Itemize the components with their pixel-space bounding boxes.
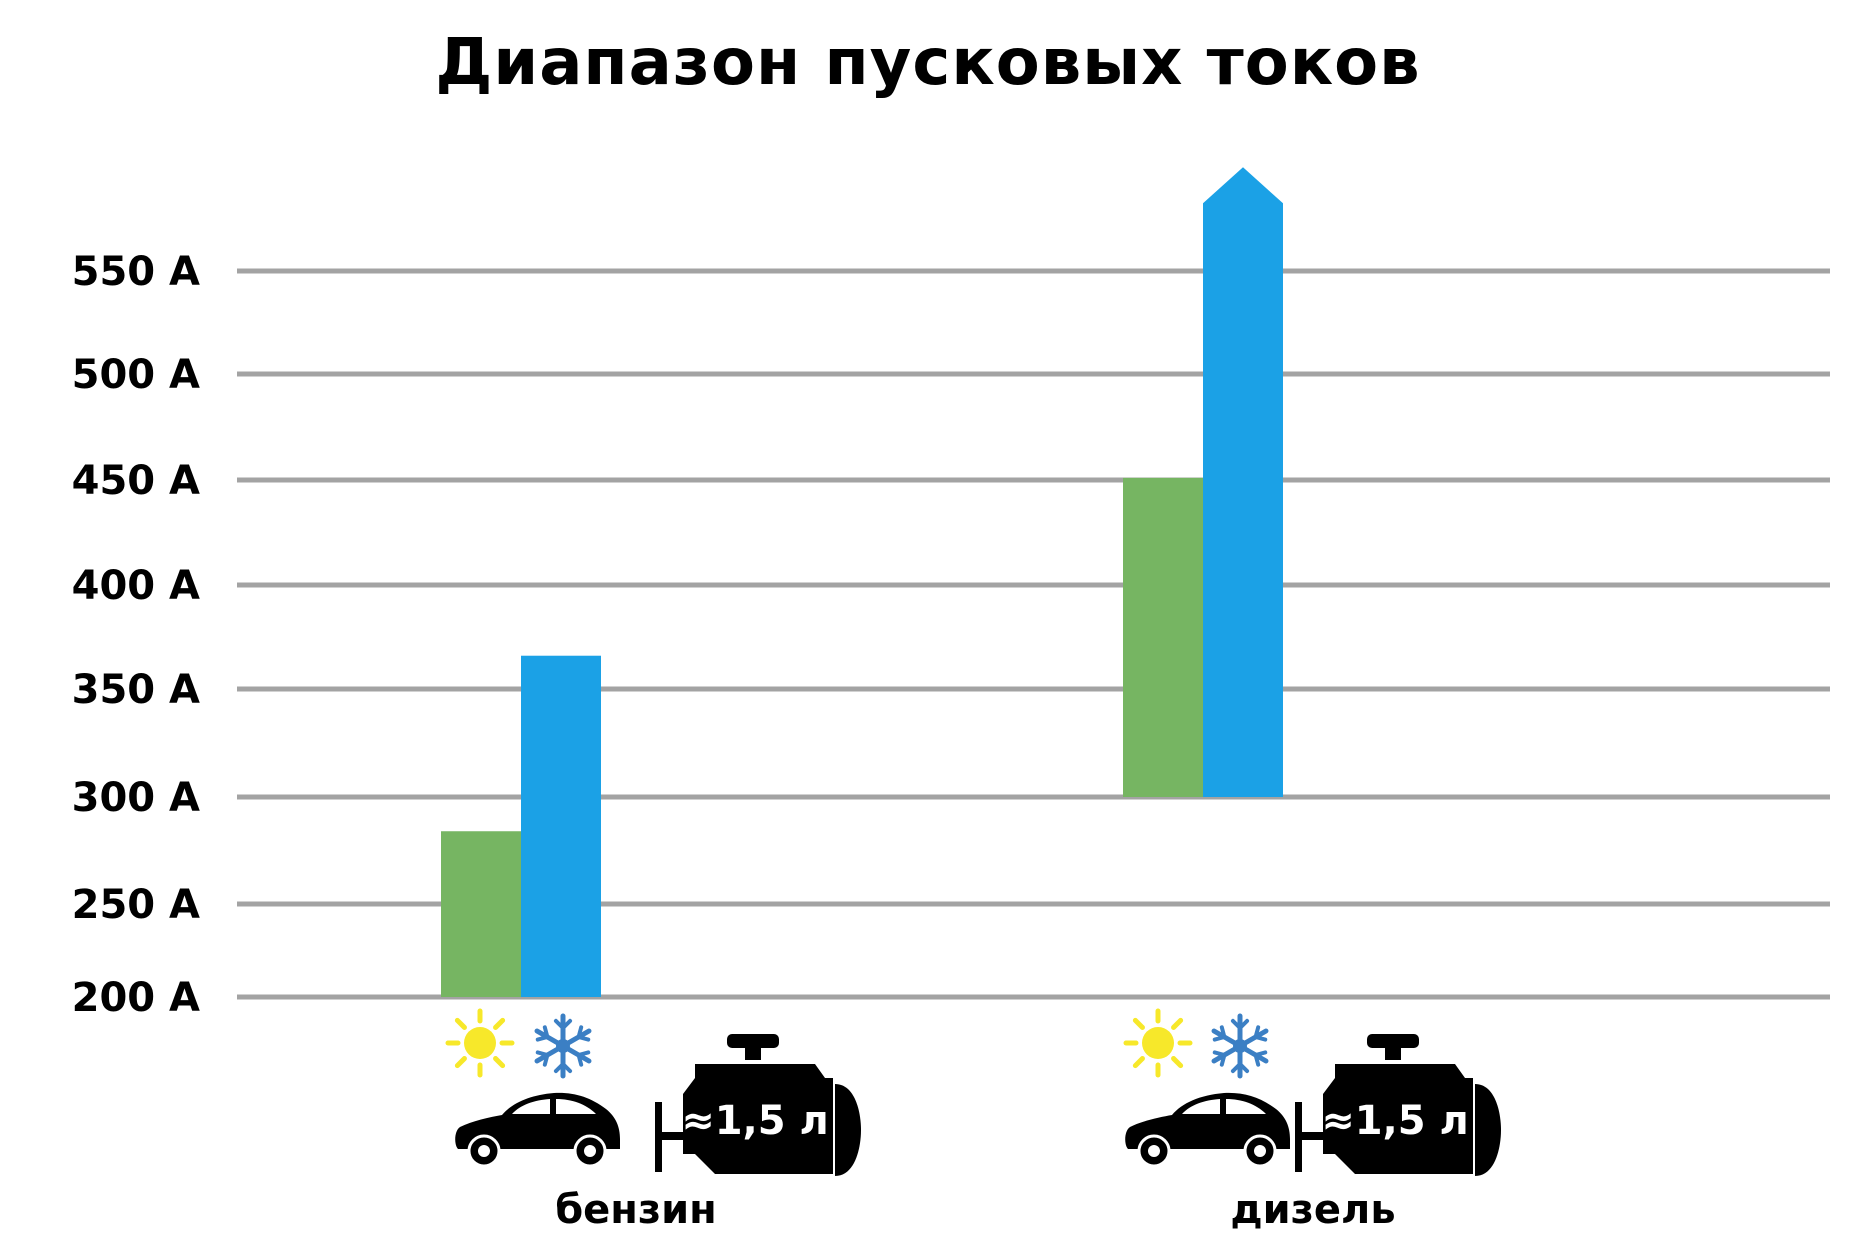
y-tick-label: 500 A: [72, 352, 200, 398]
y-tick-label: 200 A: [72, 975, 200, 1021]
snowflake-icon: [534, 1013, 592, 1079]
sun-icon: [445, 1008, 515, 1078]
bars: [441, 167, 1283, 997]
category-label-2: дизель: [1230, 1187, 1395, 1233]
engine-icon: ≈1,5 л: [655, 1034, 861, 1176]
bar-бензин-series-2: [521, 655, 601, 997]
y-tick-label: 350 A: [72, 667, 200, 713]
sun-icon: [1123, 1008, 1193, 1078]
car-icon: [455, 1092, 620, 1168]
category-icons: ≈1,5 л ≈1,5 л: [445, 1008, 1501, 1176]
engine-volume-label: ≈1,5 л: [681, 1098, 829, 1144]
y-tick-label: 300 A: [72, 775, 200, 821]
y-tick-label: 450 A: [72, 458, 200, 504]
chart-title: Диапазон пусковых токов: [435, 26, 1421, 100]
car-icon: [1125, 1092, 1290, 1168]
category-labels: бензин дизель: [555, 1187, 1395, 1233]
y-tick-label: 550 A: [72, 249, 200, 295]
y-axis-tick-labels: 200 A 250 A 300 A 350 A 400 A 450 A 500 A 550 A: [72, 249, 200, 1021]
bar-дизель-series-1: [1123, 477, 1203, 797]
bar-дизель-series-2: [1203, 167, 1283, 798]
bar-бензин-series-1: [441, 831, 521, 997]
category-label-1: бензин: [555, 1187, 717, 1233]
engine-volume-label: ≈1,5 л: [1321, 1098, 1469, 1144]
snowflake-icon: [1211, 1013, 1269, 1079]
y-tick-label: 400 A: [72, 563, 200, 609]
engine-icon: ≈1,5 л: [1295, 1034, 1501, 1176]
y-tick-label: 250 A: [72, 882, 200, 928]
